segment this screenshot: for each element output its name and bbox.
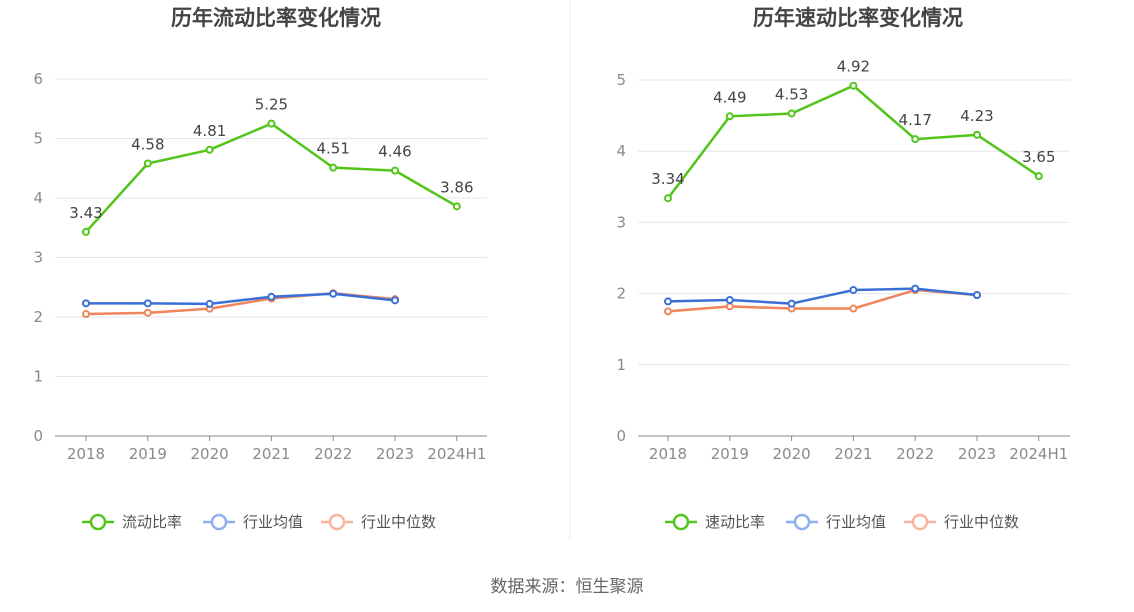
data-point	[391, 296, 399, 305]
data-label: 3.43	[69, 204, 102, 222]
data-label: 4.51	[316, 140, 349, 158]
y-tick-label: 2	[616, 285, 626, 303]
data-label: 4.17	[898, 111, 931, 129]
data-point	[664, 307, 672, 316]
chart-title: 历年流动比率变化情况	[171, 6, 381, 30]
legend-swatch-marker[interactable]	[672, 513, 690, 531]
legend-swatch-marker[interactable]	[210, 513, 228, 531]
x-tick-label: 2024H1	[427, 445, 486, 463]
y-tick-label: 0	[33, 427, 43, 445]
y-tick-label: 4	[616, 142, 626, 160]
series-line	[667, 287, 978, 305]
data-point	[664, 194, 672, 203]
data-point	[664, 297, 672, 306]
chart-title: 历年速动比率变化情况	[753, 6, 963, 30]
x-tick-label: 2022	[314, 445, 352, 463]
data-point	[329, 289, 338, 298]
data-label: 5.25	[255, 96, 288, 114]
data-source-note: 数据来源：恒生聚源	[491, 577, 644, 597]
legend-label[interactable]: 速动比率	[705, 513, 765, 531]
data-point	[143, 159, 152, 168]
legend-swatch-marker[interactable]	[328, 513, 346, 531]
data-point	[205, 299, 214, 308]
data-point	[911, 284, 920, 293]
legend-label[interactable]: 行业均值	[243, 513, 303, 531]
y-tick-label: 4	[33, 189, 43, 207]
legend-swatch-marker[interactable]	[89, 513, 107, 531]
data-label: 3.34	[651, 170, 684, 188]
x-tick-label: 2020	[191, 445, 229, 463]
data-label: 4.58	[131, 135, 164, 153]
data-label: 4.23	[960, 107, 993, 125]
y-tick-label: 1	[33, 368, 43, 386]
y-tick-label: 3	[33, 249, 43, 267]
x-tick-label: 2022	[896, 445, 934, 463]
data-label: 4.46	[378, 143, 411, 161]
data-point	[267, 119, 276, 128]
data-point	[911, 135, 920, 144]
x-tick-label: 2020	[773, 445, 811, 463]
y-tick-label: 5	[616, 71, 626, 89]
x-tick-label: 2021	[252, 445, 290, 463]
data-point	[973, 291, 981, 300]
data-point	[267, 292, 276, 301]
legend-swatch-marker[interactable]	[793, 513, 811, 531]
data-point	[973, 130, 981, 139]
data-point	[849, 286, 858, 295]
y-tick-label: 0	[616, 427, 626, 445]
x-tick-label: 2019	[129, 445, 167, 463]
data-point	[452, 202, 461, 211]
data-point	[143, 308, 152, 317]
legend-label[interactable]: 行业中位数	[944, 513, 1019, 531]
x-tick-label: 2018	[649, 445, 687, 463]
data-point	[787, 109, 796, 118]
data-label: 4.81	[193, 122, 226, 140]
legend-label[interactable]: 流动比率	[122, 513, 182, 531]
x-tick-label: 2023	[958, 445, 996, 463]
legend-label[interactable]: 行业中位数	[361, 513, 436, 531]
data-point	[143, 299, 152, 308]
data-point	[849, 304, 858, 313]
y-tick-label: 2	[33, 308, 43, 326]
data-point	[82, 299, 90, 308]
data-point	[205, 145, 214, 154]
quick-ratio-chart: 历年速动比率变化情况 0 1 2 3 4 5 2018 2019 2020 2021 2022 2023…	[616, 6, 1070, 531]
data-point	[82, 310, 90, 319]
data-point	[391, 166, 399, 175]
y-tick-label: 1	[616, 356, 626, 374]
y-tick-label: 3	[616, 213, 626, 231]
data-label: 4.53	[775, 85, 808, 103]
data-label: 4.92	[837, 58, 870, 76]
data-label: 4.49	[713, 88, 746, 106]
x-tick-label: 2018	[67, 445, 105, 463]
x-tick-label: 2019	[711, 445, 749, 463]
data-point	[787, 299, 796, 308]
x-tick-label: 2023	[376, 445, 414, 463]
data-point	[82, 227, 90, 236]
series-line	[86, 292, 396, 306]
x-tick-label: 2024H1	[1009, 445, 1068, 463]
y-tick-label: 5	[33, 130, 43, 148]
legend-label[interactable]: 行业均值	[826, 513, 886, 531]
x-tick-label: 2021	[834, 445, 872, 463]
y-tick-label: 6	[33, 70, 43, 88]
legend-swatch-marker[interactable]	[911, 513, 929, 531]
data-point	[725, 296, 734, 305]
data-point	[725, 302, 734, 311]
data-label: 3.65	[1022, 148, 1055, 166]
data-point	[329, 163, 338, 172]
data-point	[849, 81, 858, 90]
data-point	[725, 112, 734, 121]
data-point	[1034, 172, 1043, 181]
current-ratio-chart: 历年流动比率变化情况 0 1 2 3 4 5 6 2018 2019 2020 2021 2022 202…	[33, 6, 487, 531]
data-label: 3.86	[440, 178, 473, 196]
